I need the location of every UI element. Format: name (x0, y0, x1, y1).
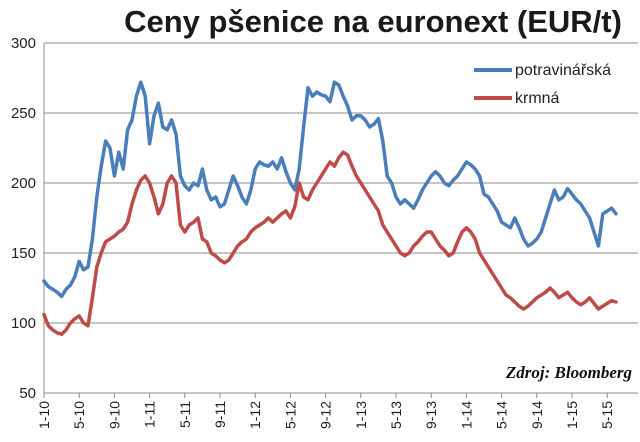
y-gridlines (44, 42, 638, 324)
y-tick-label-250: 250 (11, 105, 36, 122)
x-tick-label-5-14: 5-14 (494, 401, 510, 429)
x-tick-label-1-10: 1-10 (36, 401, 52, 429)
x-tick-label-9-11: 9-11 (212, 401, 228, 428)
x-tick-label-1-14: 1-14 (458, 401, 474, 429)
series-line-potravinarska (42, 80, 618, 299)
y-tick-labels: 50 100 150 200 250 300 (11, 35, 36, 402)
x-tick-label-5-10: 5-10 (71, 401, 87, 429)
x-tick-label-1-11: 1-11 (142, 401, 158, 428)
source-label: Zdroj: Bloomberg (505, 363, 633, 382)
x-tick-labels: 1-10 5-10 9-10 1-11 5-11 9-11 1-12 5-12 9-12 1-13… (36, 393, 615, 429)
x-tick-label-9-14: 9-14 (529, 401, 545, 429)
series-line-krmna (42, 150, 618, 336)
x-tick-label-1-15: 1-15 (564, 401, 580, 429)
chart-title: Ceny pšenice na euronext (EUR/t) (124, 4, 622, 39)
y-tick-label-100: 100 (11, 315, 36, 332)
x-tick-label-5-12: 5-12 (282, 401, 298, 429)
x-tick-label-5-15: 5-15 (599, 401, 615, 429)
x-tick-label-1-12: 1-12 (247, 401, 263, 429)
y-tick-label-300: 300 (11, 35, 36, 52)
x-tick-label-5-11: 5-11 (177, 401, 193, 428)
y-tick-label-50: 50 (19, 385, 36, 402)
y-tick-label-200: 200 (11, 175, 36, 192)
series-layer (42, 80, 618, 336)
legend-label-krmna: krmná (515, 90, 560, 107)
x-tick-label-5-13: 5-13 (388, 401, 404, 429)
legend-label-potravinarska: potravinářská (515, 62, 611, 79)
x-tick-label-9-12: 9-12 (318, 401, 334, 429)
y-tick-label-150: 150 (11, 245, 36, 262)
x-tick-label-9-13: 9-13 (423, 401, 439, 429)
x-tick-label-1-13: 1-13 (353, 401, 369, 429)
x-tick-label-9-10: 9-10 (106, 401, 122, 429)
legend: potravinářská krmná (474, 62, 611, 107)
